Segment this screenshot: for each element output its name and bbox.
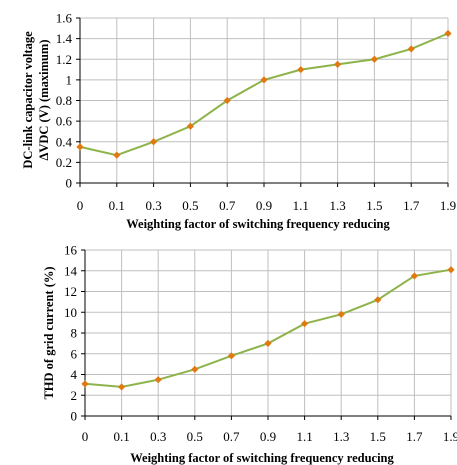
data-point	[223, 96, 231, 105]
data-point	[186, 122, 194, 130]
data-point	[297, 65, 305, 74]
y-tick-label: 1.6	[56, 11, 73, 26]
y-tick-label: 1.2	[56, 52, 72, 67]
data-point	[191, 365, 199, 373]
data-point	[264, 339, 272, 347]
data-point	[444, 29, 452, 38]
x-tick-label: 0.5	[182, 198, 198, 213]
x-tick-label: 1.5	[366, 198, 382, 213]
y-axis-title: DC-link capacitor voltage	[21, 31, 35, 169]
x-tick-label: 0.7	[219, 198, 236, 213]
y-tick-label: 14	[64, 263, 78, 278]
x-tick-label: 1.1	[296, 429, 312, 444]
y-tick-label: 0.8	[56, 93, 72, 108]
data-point	[334, 60, 342, 69]
x-tick-label: 0.7	[223, 429, 240, 444]
y-tick-label: 0.6	[56, 114, 73, 129]
x-tick-label: 1.3	[333, 429, 349, 444]
data-point	[410, 272, 418, 280]
data-point	[370, 55, 378, 63]
y-tick-label: 10	[64, 305, 77, 320]
data-point	[337, 310, 345, 318]
x-tick-label: 0.3	[145, 198, 161, 213]
x-axis-title: Weighting factor of switching frequency …	[130, 451, 394, 465]
y-tick-label: 12	[64, 284, 77, 299]
data-point	[227, 352, 235, 360]
y-tick-label: 4	[71, 367, 78, 382]
data-point	[260, 76, 268, 84]
y-tick-label: 0	[71, 409, 78, 424]
x-tick-label: 0.9	[260, 429, 276, 444]
y-tick-label: 16	[64, 243, 78, 258]
chart-2: 0 2 4 6 8 10 12 14 16 0 0.1 0.3 0.5 0.7 0.9 1.1 1.3 1.5 1.…	[42, 243, 457, 465]
x-tick-label: 1.9	[443, 429, 457, 444]
y-tick-label: 0.4	[56, 134, 73, 149]
x-tick-label: 0.3	[150, 429, 166, 444]
data-point	[113, 151, 121, 159]
y-tick-label: 0.2	[56, 155, 72, 170]
x-tick-label: 0.1	[109, 198, 125, 213]
data-point	[447, 266, 455, 274]
x-tick-label: 1.1	[293, 198, 309, 213]
y-tick-label: 8	[71, 326, 78, 341]
chart-1: 0 0.2 0.4 0.6 0.8 1 1.2 1.4 1.6 0 0.1 0.3 0.5 0.7 0.9 1…	[21, 11, 456, 232]
y-tick-label: 1.4	[56, 31, 73, 46]
x-axis-title: Weighting factor of switching frequency …	[126, 217, 390, 231]
y-tick-label: 6	[71, 346, 78, 361]
x-tick-label: 0.1	[113, 429, 129, 444]
data-point	[154, 376, 162, 384]
x-tick-label: 1.9	[440, 198, 456, 213]
x-tick-label: 0.5	[187, 429, 203, 444]
y-tick-label: 2	[71, 388, 78, 403]
y-axis-title: THD of grid current (%)	[42, 266, 56, 399]
data-point	[118, 383, 126, 391]
x-tick-label: 1.7	[406, 429, 423, 444]
x-tick-label: 0	[82, 429, 89, 444]
data-point	[301, 320, 309, 328]
x-tick-label: 0.9	[256, 198, 272, 213]
x-tick-label: 1.5	[370, 429, 386, 444]
data-point	[150, 138, 158, 146]
x-tick-label: 1.3	[329, 198, 345, 213]
y-tick-label: 1	[66, 72, 73, 87]
y-tick-label: 0	[66, 176, 73, 191]
data-point	[76, 143, 84, 151]
data-point	[81, 380, 89, 388]
x-tick-label: 0	[77, 198, 84, 213]
data-point	[374, 296, 382, 304]
data-point	[407, 45, 415, 53]
x-tick-label: 1.7	[403, 198, 420, 213]
y-axis-title: ΔVDC (V) (maximum)	[37, 39, 51, 160]
